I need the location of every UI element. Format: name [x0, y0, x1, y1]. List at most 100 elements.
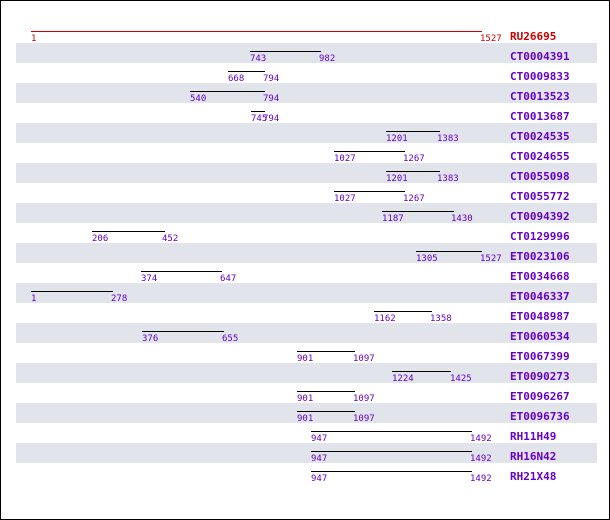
sequence-id-link[interactable]: ET0048987 — [510, 310, 570, 323]
row-shading — [16, 83, 597, 103]
end-coordinate: 1527 — [480, 254, 502, 264]
row-shading — [16, 443, 597, 463]
alignment-bar — [311, 471, 472, 472]
sequence-id-link[interactable]: CT0004391 — [510, 50, 570, 63]
alignment-bar — [334, 151, 405, 152]
start-coordinate: 374 — [141, 274, 158, 284]
row-shading — [16, 203, 597, 223]
start-coordinate: 745 — [251, 114, 268, 124]
sequence-id-link[interactable]: CT0013523 — [510, 90, 570, 103]
reference-bar — [31, 31, 482, 32]
alignment-bar — [386, 171, 440, 172]
start-coordinate: 901 — [297, 394, 314, 404]
row-shading — [16, 243, 597, 263]
alignment-bar — [297, 411, 355, 412]
alignment-bar — [392, 371, 451, 372]
sequence-id-link[interactable]: ET0046337 — [510, 290, 570, 303]
sequence-id-link[interactable]: CT0094392 — [510, 210, 570, 223]
sequence-id-link[interactable]: RH21X48 — [510, 470, 557, 483]
alignment-bar — [190, 91, 265, 92]
end-coordinate: 1430 — [451, 214, 473, 224]
sequence-id-link[interactable]: CT0009833 — [510, 70, 570, 83]
alignment-bar — [334, 191, 405, 192]
start-coordinate: 206 — [92, 234, 109, 244]
sequence-id-link[interactable]: CT0013687 — [510, 110, 570, 123]
start-coordinate: 1027 — [334, 194, 356, 204]
alignment-bar — [311, 451, 472, 452]
end-coordinate: 1492 — [470, 454, 492, 464]
alignment-bar — [374, 311, 432, 312]
start-coordinate: 1 — [31, 34, 37, 44]
start-coordinate: 1201 — [386, 134, 408, 144]
end-coordinate: 1383 — [437, 134, 459, 144]
alignment-bar — [228, 71, 265, 72]
sequence-id-link[interactable]: ET0060534 — [510, 330, 570, 343]
alignment-bar — [297, 391, 355, 392]
end-coordinate: 647 — [220, 274, 237, 284]
start-coordinate: 668 — [228, 74, 245, 84]
start-coordinate: 901 — [297, 414, 314, 424]
start-coordinate: 1162 — [374, 314, 396, 324]
sequence-id-link[interactable]: ET0023106 — [510, 250, 570, 263]
end-coordinate: 1425 — [450, 374, 472, 384]
start-coordinate: 1027 — [334, 154, 356, 164]
row-shading — [16, 323, 597, 343]
sequence-id-link[interactable]: ET0067399 — [510, 350, 570, 363]
sequence-id-link[interactable]: RH11H49 — [510, 430, 557, 443]
start-coordinate: 376 — [142, 334, 159, 344]
row-shading — [16, 403, 597, 423]
sequence-id-link[interactable]: ET0034668 — [510, 270, 570, 283]
end-coordinate: 794 — [263, 74, 280, 84]
alignment-bar — [141, 271, 222, 272]
alignment-bar — [311, 431, 472, 432]
start-coordinate: 901 — [297, 354, 314, 364]
sequence-id-link[interactable]: CT0129996 — [510, 230, 570, 243]
end-coordinate: 1267 — [403, 194, 425, 204]
alignment-bar — [250, 51, 321, 52]
reference-id: RU26695 — [510, 30, 557, 43]
start-coordinate: 947 — [311, 454, 328, 464]
end-coordinate: 1358 — [430, 314, 452, 324]
sequence-id-link[interactable]: ET0096267 — [510, 390, 570, 403]
row-shading — [16, 363, 597, 383]
row-shading — [16, 43, 597, 63]
end-coordinate: 452 — [162, 234, 179, 244]
end-coordinate: 278 — [111, 294, 128, 304]
end-coordinate: 1097 — [353, 394, 375, 404]
end-coordinate: 1492 — [470, 474, 492, 484]
end-coordinate: 1097 — [353, 414, 375, 424]
start-coordinate: 1 — [31, 294, 37, 304]
sequence-id-link[interactable]: CT0055098 — [510, 170, 570, 183]
row-shading — [16, 283, 597, 303]
alignment-bar — [416, 251, 482, 252]
end-coordinate: 1097 — [353, 354, 375, 364]
alignment-bar — [92, 231, 165, 232]
sequence-id-link[interactable]: RH16N42 — [510, 450, 557, 463]
end-coordinate: 655 — [222, 334, 239, 344]
alignment-bar — [251, 111, 265, 112]
start-coordinate: 1187 — [382, 214, 404, 224]
alignment-bar — [297, 351, 355, 352]
end-coordinate: 794 — [263, 114, 280, 124]
sequence-id-link[interactable]: CT0055772 — [510, 190, 570, 203]
start-coordinate: 947 — [311, 474, 328, 484]
start-coordinate: 1224 — [392, 374, 414, 384]
alignment-bar — [142, 331, 224, 332]
start-coordinate: 947 — [311, 434, 328, 444]
sequence-id-link[interactable]: CT0024535 — [510, 130, 570, 143]
start-coordinate: 743 — [250, 54, 267, 64]
row-shading — [16, 163, 597, 183]
alignment-bar — [31, 291, 113, 292]
start-coordinate: 1305 — [416, 254, 438, 264]
end-coordinate: 1383 — [437, 174, 459, 184]
alignment-bar — [382, 211, 454, 212]
sequence-id-link[interactable]: ET0090273 — [510, 370, 570, 383]
alignment-bar — [386, 131, 440, 132]
start-coordinate: 540 — [190, 94, 207, 104]
sequence-id-link[interactable]: CT0024655 — [510, 150, 570, 163]
sequence-id-link[interactable]: ET0096736 — [510, 410, 570, 423]
row-shading — [16, 123, 597, 143]
end-coordinate: 794 — [263, 94, 280, 104]
end-coordinate: 1492 — [470, 434, 492, 444]
